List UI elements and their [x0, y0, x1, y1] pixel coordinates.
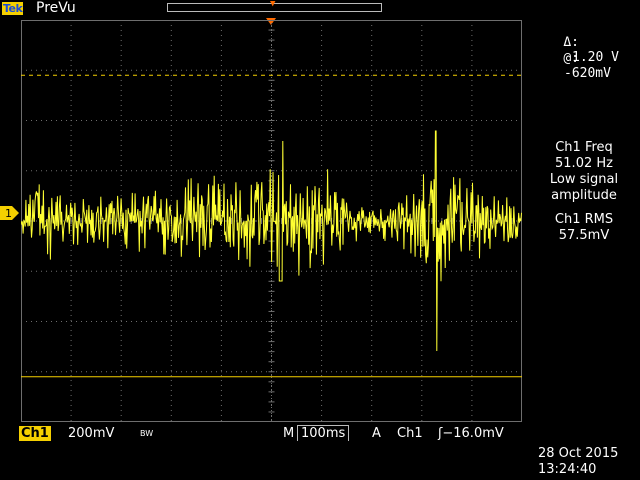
channel-label[interactable]: Ch1 — [19, 426, 51, 441]
record-trigger-icon: ▼ — [270, 0, 276, 9]
rising-edge-icon: ʃ — [438, 426, 443, 441]
cursor-delta-readout: Δ: 1.20 V — [532, 20, 619, 80]
trigger-mode: A — [372, 426, 381, 441]
record-view-bar[interactable]: ▼ — [167, 0, 382, 12]
date-readout: 28 Oct 2015 — [538, 446, 619, 461]
measurement-panel: Δ: 1.20 V @: -620mV Ch1 Freq 51.02 Hz Lo… — [528, 18, 640, 418]
ch1-ground-marker[interactable]: 1 — [0, 206, 20, 220]
acquisition-status: PreVu — [36, 0, 76, 16]
grid-lines — [21, 20, 522, 422]
trigger-source[interactable]: Ch1 — [397, 426, 423, 441]
trigger-level: ʃ−16.0mV — [438, 426, 504, 441]
measurement-ch1-rms-value: 57.5mV — [558, 228, 610, 243]
measurement-warning-line1: Low signal — [549, 172, 619, 187]
ch1-waveform — [21, 130, 522, 352]
brand-logo: Tek — [2, 2, 24, 15]
top-status-bar: Tek PreVu ▼ — [0, 0, 640, 18]
channel-scale: 200mV — [68, 426, 115, 441]
svg-text:1: 1 — [5, 207, 12, 220]
measurement-warning-line2: amplitude — [551, 188, 617, 203]
timebase-value[interactable]: 100ms — [297, 425, 350, 441]
at-value: -620mV — [564, 66, 611, 81]
measurement-ch1-freq-value: 51.02 Hz — [555, 156, 613, 171]
trigger-level-value: −16.0mV — [442, 426, 504, 441]
trigger-position-icon[interactable] — [266, 18, 276, 25]
cursor-at-readout: @: -620mV — [532, 36, 611, 96]
timebase-label: M — [283, 426, 295, 441]
measurement-ch1-freq-title: Ch1 Freq — [555, 140, 613, 155]
delta-symbol: Δ: — [563, 35, 579, 50]
measurement-ch1-rms-title: Ch1 RMS — [554, 212, 614, 227]
time-readout: 13:24:40 — [538, 462, 597, 477]
graticule — [21, 20, 522, 422]
cursor-lines — [21, 74, 522, 378]
bandwidth-limit-icon: BW — [140, 429, 154, 438]
bottom-status-bar: Ch1 200mV BW M 100ms A Ch1 ʃ−16.0mV — [0, 424, 640, 444]
delta-value: 1.20 V — [572, 50, 619, 65]
at-symbol: @: — [563, 51, 579, 66]
